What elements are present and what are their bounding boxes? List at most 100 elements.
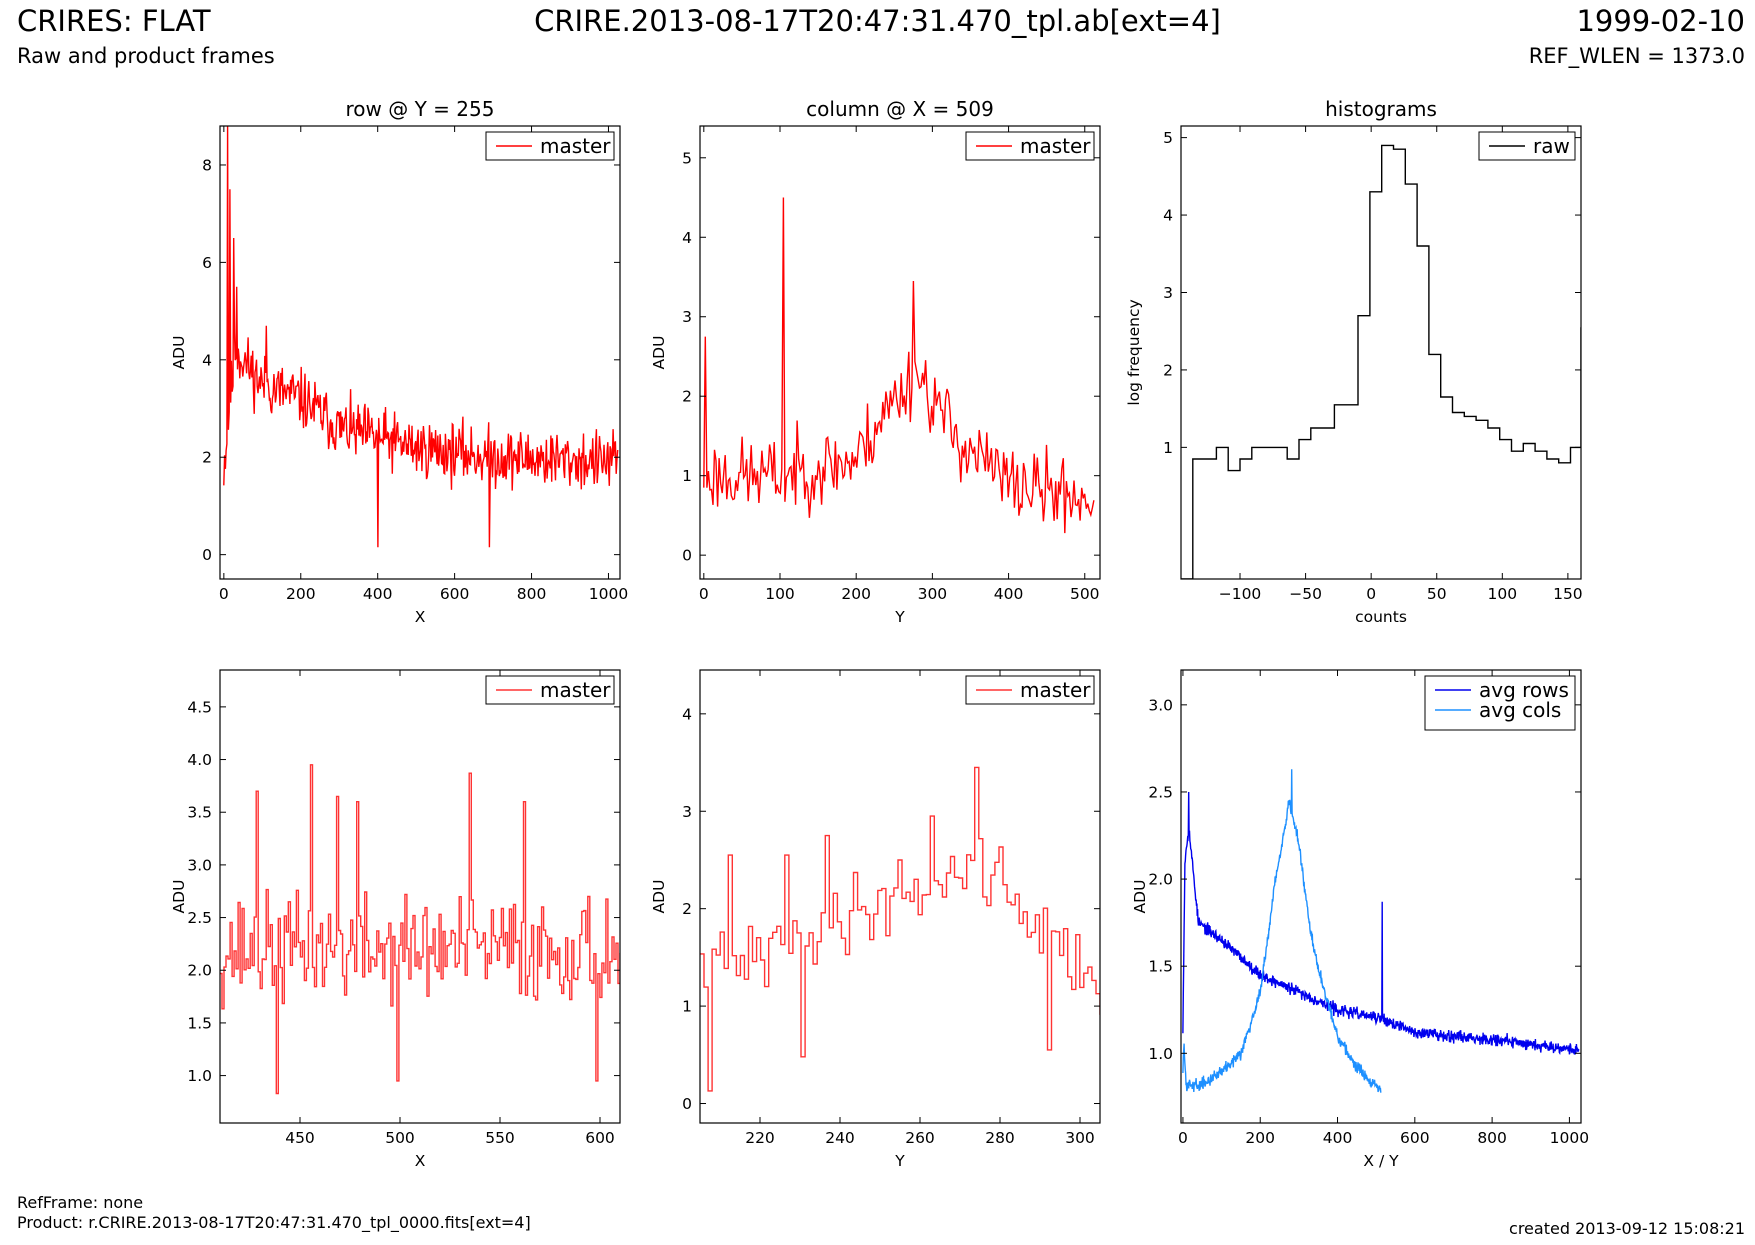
plot-3: −100 −50 0 50 100 150 1 2 3 4 5 histograms counts log… (1125, 97, 1583, 626)
legend: master (965, 131, 1095, 161)
y-tick-label: 2.0 (187, 962, 212, 980)
y-tick-label: 4 (682, 229, 692, 247)
observation-date: 1999-02-10 (1576, 4, 1745, 38)
y-tick-label: 2.5 (187, 909, 212, 927)
y-tick-label: 3.5 (187, 804, 212, 822)
created-timestamp: created 2013-09-12 15:08:21 (1509, 1219, 1745, 1238)
x-tick-label: 400 (994, 585, 1024, 603)
x-tick-label: 550 (485, 1129, 515, 1147)
x-axis-label: counts (1355, 608, 1407, 626)
x-tick-label: 50 (1427, 585, 1447, 603)
y-tick-label: 3 (682, 308, 692, 326)
x-tick-label: 200 (841, 585, 871, 603)
report-title: CRIRES: FLAT (17, 4, 211, 38)
y-tick-label: 3 (682, 803, 692, 821)
y-tick-label: 0 (682, 547, 692, 565)
y-tick-label: 2 (682, 900, 692, 918)
y-axis-label: ADU (650, 336, 668, 370)
x-axis-label: X / Y (1363, 1152, 1399, 1170)
y-tick-label: 4.5 (187, 698, 212, 716)
reference-wavelength: REF_WLEN = 1373.0 (1528, 44, 1745, 68)
x-tick-label: 600 (440, 585, 470, 603)
y-axis-label: ADU (170, 880, 188, 914)
x-tick-label: 100 (1488, 585, 1518, 603)
plot-6: 0 200 400 600 800 1000 1.0 1.5 2.0 2.5 3.0 X / Y ADU… (1131, 669, 1589, 1170)
y-tick-label: 4.0 (187, 751, 212, 769)
file-name-title: CRIRE.2013-08-17T20:47:31.470_tpl.ab[ext… (534, 4, 1221, 38)
x-tick-label: 0 (699, 585, 709, 603)
plot-frame (219, 669, 621, 1124)
plot-title: row @ Y = 255 (346, 97, 495, 121)
y-tick-label: 1.0 (1148, 1045, 1173, 1063)
legend-label: master (1020, 134, 1091, 158)
y-tick-label: 2 (202, 449, 212, 467)
x-tick-label: 800 (517, 585, 547, 603)
x-tick-label: 600 (585, 1129, 615, 1147)
legend: master (485, 675, 615, 705)
avg-rows-series-line (1182, 791, 1580, 1055)
legend-label: avg rows (1479, 678, 1569, 702)
x-tick-label: 0 (1366, 585, 1376, 603)
legend: master (485, 131, 615, 161)
plot-data-area (223, 126, 619, 548)
y-tick-label: 2 (1163, 361, 1173, 379)
y-axis-label: ADU (650, 880, 668, 914)
plot-frame (699, 669, 1101, 1124)
avg-cols-series-line (1182, 769, 1382, 1093)
y-tick-label: 1 (1163, 439, 1173, 457)
x-tick-label: 0 (1178, 1129, 1188, 1147)
x-tick-label: 200 (286, 585, 316, 603)
x-tick-label: −50 (1289, 585, 1322, 603)
x-tick-label: 450 (285, 1129, 315, 1147)
y-tick-label: 8 (202, 156, 212, 174)
plot-data-area (703, 197, 1095, 534)
x-tick-label: 240 (825, 1129, 855, 1147)
footer-info: RefFrame: none Product: r.CRIRE.2013-08-… (17, 1193, 531, 1233)
plot-data-area (1182, 769, 1580, 1093)
x-tick-label: 1000 (1550, 1129, 1589, 1147)
plot-2: 0 100 200 300 400 500 0 1 2 3 4 5 column @ X = 509 Y A… (650, 97, 1101, 626)
plot-data-area (220, 764, 620, 1095)
raw-histogram-step (1181, 144, 1581, 579)
y-tick-label: 1.0 (187, 1067, 212, 1085)
x-tick-label: 150 (1553, 585, 1583, 603)
x-tick-label: 500 (1070, 585, 1100, 603)
legend-box (1424, 675, 1576, 731)
plot-4: 450 500 550 600 1.0 1.5 2.0 2.5 3.0 3.5 4.0 4.5 X ADU… (170, 669, 621, 1170)
x-tick-label: 500 (385, 1129, 415, 1147)
plot-title: column @ X = 509 (806, 97, 994, 121)
x-tick-label: 300 (1065, 1129, 1095, 1147)
x-axis-label: Y (894, 1152, 905, 1170)
x-tick-label: 0 (219, 585, 229, 603)
x-tick-label: 400 (1323, 1129, 1353, 1147)
y-tick-label: 2.0 (1148, 871, 1173, 889)
y-tick-label: 1.5 (187, 1014, 212, 1032)
x-axis-label: X (415, 1152, 426, 1170)
plot-frame (1180, 125, 1582, 580)
y-tick-label: 4 (682, 705, 692, 723)
y-tick-label: 0 (202, 546, 212, 564)
y-axis-label: log frequency (1125, 299, 1143, 405)
plot-title: histograms (1325, 97, 1437, 121)
y-tick-label: 4 (1163, 207, 1173, 225)
legend-label: master (540, 678, 611, 702)
x-tick-label: 400 (363, 585, 393, 603)
legend: master (965, 675, 1095, 705)
legend-label: master (540, 134, 611, 158)
x-tick-label: 260 (905, 1129, 935, 1147)
x-tick-label: 800 (1477, 1129, 1507, 1147)
y-tick-label: 2 (682, 388, 692, 406)
ref-frame-text: RefFrame: none (17, 1193, 144, 1212)
plot-frame (219, 125, 621, 580)
x-tick-label: 1000 (589, 585, 628, 603)
y-tick-label: 1.5 (1148, 958, 1173, 976)
legend-label: avg cols (1479, 698, 1561, 722)
master-series-line (703, 197, 1095, 534)
y-tick-label: 2.5 (1148, 783, 1173, 801)
x-tick-label: 200 (1245, 1129, 1275, 1147)
y-tick-label: 5 (1163, 129, 1173, 147)
product-text: Product: r.CRIRE.2013-08-17T20:47:31.470… (17, 1213, 531, 1232)
y-tick-label: 1 (682, 467, 692, 485)
